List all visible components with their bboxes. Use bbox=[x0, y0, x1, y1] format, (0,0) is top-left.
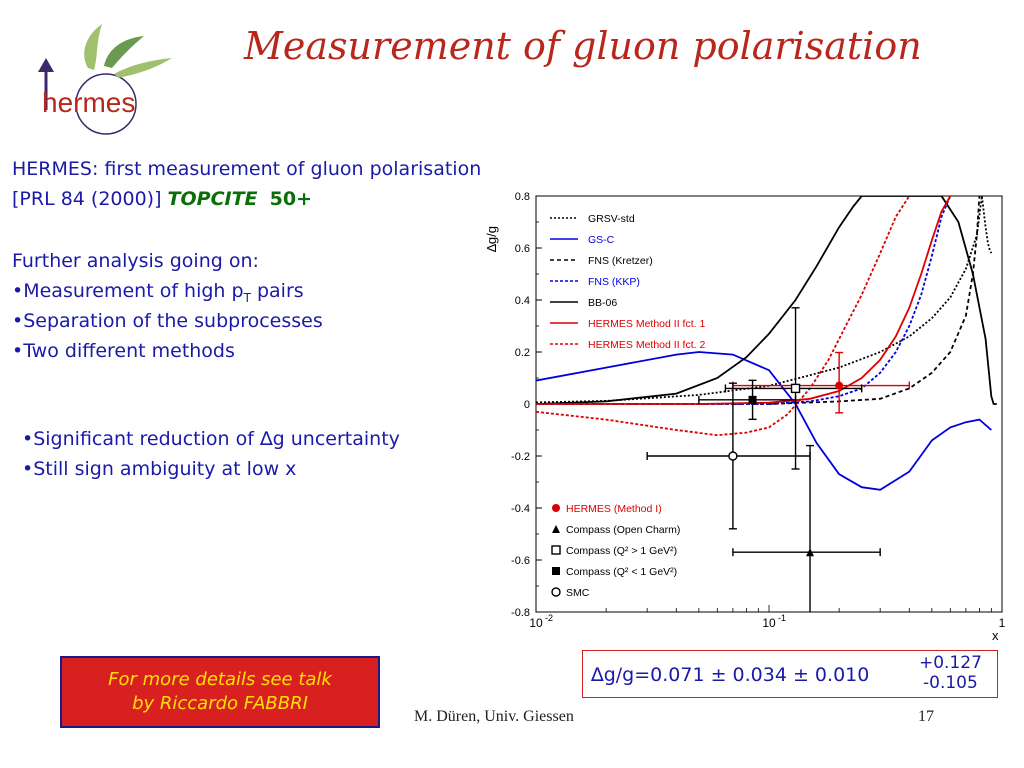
result-err-up: +0.127 bbox=[919, 653, 982, 673]
footer-author: M. Düren, Univ. Giessen bbox=[414, 708, 574, 725]
legend-point-label: Compass (Open Charm) bbox=[566, 524, 680, 536]
bullet-tail: pairs bbox=[250, 280, 304, 302]
text-line-2: [PRL 84 (2000)] TOPCITE 50+ bbox=[12, 184, 312, 214]
y-tick-label: -0.8 bbox=[511, 607, 530, 619]
logo-arrow-head bbox=[38, 58, 54, 72]
legend-line-label: GS-C bbox=[588, 234, 615, 246]
data-point-4 bbox=[728, 451, 738, 461]
slide-title: Measurement of gluon polarisation bbox=[244, 24, 922, 68]
series-line-6 bbox=[536, 196, 911, 437]
y-tick-label: 0.4 bbox=[515, 295, 530, 307]
legend-point-label: SMC bbox=[566, 587, 590, 599]
bullet-subprocesses: Separation of the subprocesses bbox=[12, 306, 323, 336]
subscript-t: T bbox=[243, 290, 251, 305]
data-point-3 bbox=[748, 395, 757, 404]
y-tick-label: 0.6 bbox=[515, 243, 530, 255]
bullet-reduction: Significant reduction of ∆g uncertainty bbox=[22, 424, 400, 454]
talk-line-2: by Riccardo FABBRI bbox=[132, 693, 308, 714]
gluon-polarisation-chart: 0.80.60.40.20-0.2-0.4-0.6-0.810 -2 10 -1 1∆g… bbox=[484, 191, 1006, 643]
legend-line-label: FNS (Kretzer) bbox=[588, 255, 653, 267]
legend-line-label: GRSV-std bbox=[588, 213, 635, 225]
legend-line-label: HERMES Method II fct. 2 bbox=[588, 339, 705, 351]
topcite-label: TOPCITE bbox=[167, 188, 258, 210]
bullet-ambiguity: Still sign ambiguity at low x bbox=[22, 454, 296, 484]
legend-marker-3 bbox=[552, 567, 560, 575]
result-err-down: -0.105 bbox=[923, 673, 978, 693]
points-group bbox=[646, 307, 910, 612]
x-tick-exponent: -2 bbox=[545, 613, 553, 623]
data-point-2 bbox=[790, 383, 801, 394]
hermes-logo: hermes bbox=[38, 24, 172, 135]
legend-point-label: Compass (Q² > 1 GeV²) bbox=[566, 545, 677, 557]
logo-wing-left bbox=[84, 24, 102, 70]
further-analysis: Further analysis going on: bbox=[12, 250, 259, 272]
y-tick-label: 0.8 bbox=[515, 191, 530, 203]
series-line-3 bbox=[536, 196, 952, 405]
y-tick-label: 0.2 bbox=[515, 347, 530, 359]
y-tick-label: 0 bbox=[524, 399, 530, 411]
data-point-1 bbox=[806, 548, 815, 557]
series-line-4 bbox=[536, 196, 997, 405]
x-tick-label: 10 bbox=[762, 616, 776, 630]
legend-point-label: HERMES (Method I) bbox=[566, 503, 662, 515]
x-axis-label: x bbox=[992, 628, 999, 643]
bullet-text: Measurement of high p bbox=[23, 280, 244, 302]
page-number: 17 bbox=[918, 708, 934, 725]
y-tick-label: -0.2 bbox=[511, 451, 530, 463]
talk-reference-box: For more details see talk by Riccardo FA… bbox=[60, 656, 380, 728]
series-line-2 bbox=[536, 196, 981, 405]
y-tick-label: -0.6 bbox=[511, 555, 530, 567]
y-axis-label: ∆g/g bbox=[484, 226, 499, 252]
text-line-1: HERMES: first measurement of gluon polar… bbox=[12, 158, 482, 180]
result-value: ∆g/g=0.071 ± 0.034 ± 0.010 bbox=[591, 664, 870, 686]
legend-line-label: HERMES Method II fct. 1 bbox=[588, 318, 705, 330]
legend-line-label: BB-06 bbox=[588, 297, 617, 309]
legend-line-label: FNS (KKP) bbox=[588, 276, 640, 288]
topcite-count: 50+ bbox=[269, 188, 313, 210]
result-box: ∆g/g=0.071 ± 0.034 ± 0.010 +0.127 -0.105 bbox=[582, 650, 998, 698]
series-line-5 bbox=[536, 196, 952, 405]
bullet-methods: Two different methods bbox=[12, 336, 235, 366]
citation: [PRL 84 (2000)] bbox=[12, 188, 168, 210]
legend-marker-2 bbox=[551, 545, 561, 555]
data-point-0 bbox=[835, 381, 844, 390]
x-tick-label: 10 bbox=[529, 616, 543, 630]
talk-line-1: For more details see talk bbox=[108, 669, 332, 690]
bullet-high-pt: Measurement of high pT pairs bbox=[12, 276, 304, 313]
logo-ring bbox=[75, 73, 137, 135]
logo-wing-far bbox=[114, 58, 172, 78]
curves-group bbox=[536, 196, 997, 491]
x-tick-label: 1 bbox=[999, 616, 1006, 630]
legend-marker-4 bbox=[551, 587, 561, 597]
legend-point-label: Compass (Q² < 1 GeV²) bbox=[566, 566, 677, 578]
x-tick-exponent: -1 bbox=[778, 613, 786, 623]
logo-wing-right bbox=[104, 36, 144, 68]
y-tick-label: -0.4 bbox=[511, 503, 530, 515]
legend-marker-0 bbox=[552, 504, 560, 512]
series-line-1 bbox=[536, 351, 992, 491]
logo-text: hermes bbox=[42, 87, 135, 118]
legend-marker-1 bbox=[552, 525, 560, 533]
